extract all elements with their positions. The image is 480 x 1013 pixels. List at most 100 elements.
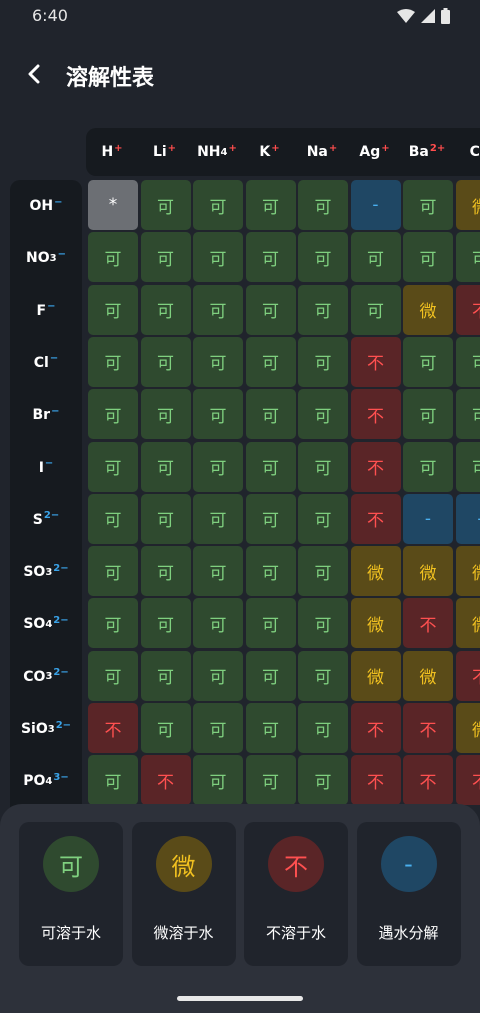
solubility-cell[interactable]: 不 [455,284,480,335]
solubility-cell[interactable]: 可 [245,598,296,649]
solubility-cell[interactable]: - [350,180,401,230]
solubility-cell[interactable]: 可 [245,546,296,597]
solubility-cell[interactable]: 可 [403,389,453,440]
solubility-cell[interactable]: 可 [140,650,191,701]
solubility-cell[interactable]: 可 [298,650,348,701]
solubility-cell[interactable]: 可 [140,598,191,649]
solubility-cell[interactable]: 不 [350,703,401,753]
cation-header-ag[interactable]: Ag + [349,128,401,176]
solubility-cell[interactable]: 可 [140,180,191,230]
anion-header-no3[interactable]: NO 3− [10,232,82,284]
solubility-cell[interactable]: 可 [245,493,296,544]
anion-header-oh[interactable]: OH − [10,180,82,232]
solubility-cell[interactable]: 可 [245,284,296,335]
solubility-cell[interactable]: 可 [245,441,296,492]
solubility-cell[interactable]: 可 [298,389,348,440]
solubility-cell[interactable]: 可 [193,598,243,649]
solubility-cell[interactable]: 微 [455,598,480,649]
solubility-cell[interactable]: 可 [140,336,191,387]
solubility-cell[interactable]: 可 [455,232,480,283]
solubility-cell[interactable]: 可 [88,336,138,387]
solubility-cell[interactable]: 可 [298,232,348,283]
solubility-cell[interactable]: 可 [88,493,138,544]
cation-header-h[interactable]: H + [86,128,138,176]
solubility-cell[interactable]: 可 [455,336,480,387]
solubility-cell[interactable]: 可 [245,336,296,387]
solubility-cell[interactable]: 可 [140,493,191,544]
solubility-cell[interactable]: 不 [403,703,453,753]
solubility-cell[interactable]: 可 [140,389,191,440]
solubility-cell[interactable]: 可 [140,441,191,492]
solubility-cell[interactable]: * [88,180,138,230]
solubility-cell[interactable]: 可 [88,284,138,335]
cation-header-ba[interactable]: Ba 2+ [401,128,453,176]
solubility-cell[interactable]: 可 [298,493,348,544]
solubility-cell[interactable]: 可 [403,336,453,387]
solubility-cell[interactable]: 不 [455,755,480,806]
solubility-cell[interactable]: 不 [455,650,480,701]
solubility-cell[interactable]: 可 [193,755,243,806]
solubility-cell[interactable]: 可 [245,232,296,283]
solubility-cell[interactable]: 微 [403,546,453,597]
solubility-cell[interactable]: 可 [193,232,243,283]
solubility-cell[interactable]: 可 [193,180,243,230]
solubility-cell[interactable]: 可 [403,232,453,283]
solubility-cell[interactable]: 可 [193,389,243,440]
cation-header-na[interactable]: Na + [296,128,348,176]
solubility-cell[interactable]: 可 [455,389,480,440]
solubility-cell[interactable]: 可 [298,180,348,230]
solubility-cell[interactable]: 微 [455,703,480,753]
solubility-cell[interactable]: 可 [403,441,453,492]
solubility-cell[interactable]: 可 [350,232,401,283]
anion-header-cl[interactable]: Cl − [10,337,82,389]
solubility-cell[interactable]: 可 [298,336,348,387]
solubility-cell[interactable]: 可 [298,598,348,649]
solubility-cell[interactable]: 不 [88,703,138,753]
solubility-cell[interactable]: - [403,493,453,544]
solubility-cell[interactable]: 微 [403,650,453,701]
solubility-cell[interactable]: 不 [403,755,453,806]
solubility-cell[interactable]: 可 [403,180,453,230]
anion-header-co3[interactable]: CO 3 2− [10,651,82,703]
solubility-cell[interactable]: 不 [350,493,401,544]
solubility-cell[interactable]: 可 [140,546,191,597]
anion-header-f[interactable]: F − [10,285,82,337]
solubility-cell[interactable]: 可 [193,284,243,335]
cation-header-nh[interactable]: NH 4 + [191,128,243,176]
solubility-cell[interactable]: 可 [140,703,191,753]
solubility-cell[interactable]: 可 [193,650,243,701]
solubility-cell[interactable]: 不 [140,755,191,806]
solubility-cell[interactable]: 可 [88,441,138,492]
solubility-cell[interactable]: 可 [245,703,296,753]
solubility-cell[interactable]: 可 [298,755,348,806]
solubility-cell[interactable]: 可 [298,441,348,492]
solubility-cell[interactable]: 不 [350,336,401,387]
solubility-cell[interactable]: 可 [298,703,348,753]
solubility-cell[interactable]: 可 [88,389,138,440]
solubility-cell[interactable]: 可 [88,650,138,701]
solubility-cell[interactable]: 可 [88,755,138,806]
solubility-cell[interactable]: 微 [455,546,480,597]
solubility-cell[interactable]: 可 [245,180,296,230]
solubility-cell[interactable]: 可 [245,650,296,701]
solubility-cell[interactable]: 可 [193,493,243,544]
solubility-cell[interactable]: 不 [350,389,401,440]
solubility-cell[interactable]: 微 [350,546,401,597]
solubility-cell[interactable]: 可 [140,284,191,335]
solubility-cell[interactable]: 可 [88,598,138,649]
solubility-cell[interactable]: 可 [298,546,348,597]
solubility-cell[interactable]: 不 [350,755,401,806]
solubility-cell[interactable]: - [455,493,480,544]
cation-header-ca[interactable]: Ca [454,128,480,176]
solubility-cell[interactable]: 可 [88,232,138,283]
solubility-cell[interactable]: 可 [350,284,401,335]
anion-header-s[interactable]: S 2− [10,494,82,546]
cation-header-k[interactable]: K + [244,128,296,176]
solubility-cell[interactable]: 可 [88,546,138,597]
anion-header-po4[interactable]: PO 4 3− [10,755,82,807]
anion-header-br[interactable]: Br − [10,389,82,441]
solubility-grid[interactable]: *可可可可-可微可可可可可可可可可可可可可可微不可可可可可不可可可可可可可不可可… [86,180,480,820]
solubility-cell[interactable]: 可 [193,546,243,597]
anion-header-so3[interactable]: SO 3 2− [10,546,82,598]
solubility-cell[interactable]: 微 [350,598,401,649]
